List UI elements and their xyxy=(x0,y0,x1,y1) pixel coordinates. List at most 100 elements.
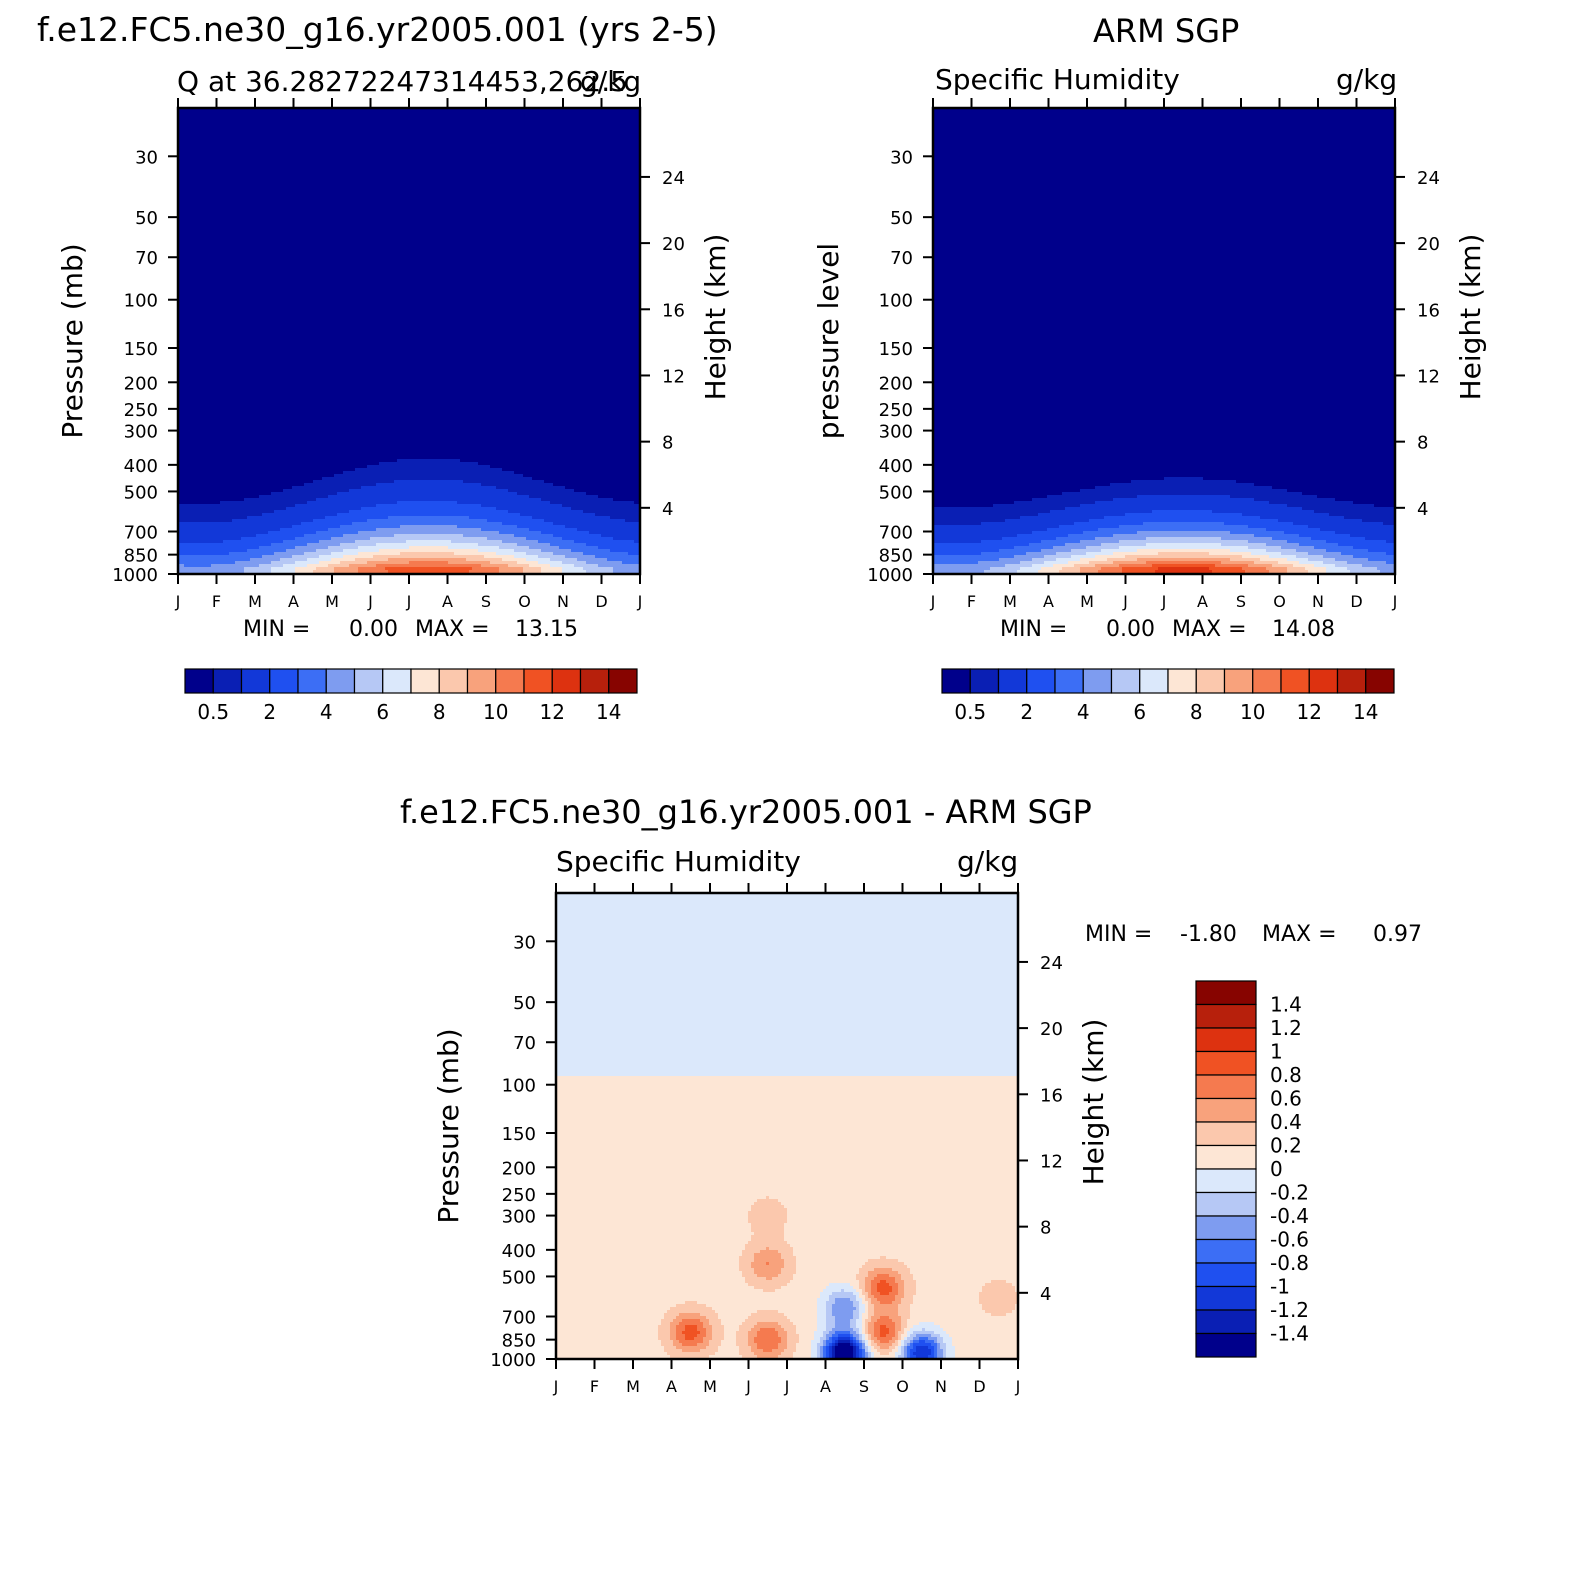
colorbar-tick-label: -0.6 xyxy=(1270,1228,1309,1252)
x-tick-label: N xyxy=(557,592,569,611)
x-tick-label: J xyxy=(1122,592,1128,611)
y-tick-label: 500 xyxy=(879,482,913,503)
y-axis-label: Pressure (mb) xyxy=(56,243,89,438)
max-value: 14.08 xyxy=(1272,617,1335,642)
x-tick-label: M xyxy=(626,1377,640,1396)
x-tick-label: J xyxy=(1161,592,1167,611)
colorbar-tick-label: -1 xyxy=(1270,1275,1290,1299)
colorbar-tick-label: 2 xyxy=(1020,700,1033,724)
x-tick-label: J xyxy=(930,592,936,611)
colorbars: 0.5 2 4 6 8 10 12 14 0.5 2 4 6 8 10 12 141.41.210.80.60… xyxy=(184,668,1395,1358)
y-right-tick-label: 20 xyxy=(1040,1019,1063,1040)
colorbar-tick-label: 4 xyxy=(1077,700,1090,724)
x-tick-label: N xyxy=(1312,592,1324,611)
max-label: MAX = xyxy=(1262,922,1337,947)
panel-title: f.e12.FC5.ne30_g16.yr2005.001 (yrs 2-5) xyxy=(37,10,718,49)
x-tick-label: J xyxy=(745,1377,751,1396)
y-tick-label: 200 xyxy=(502,1158,536,1179)
y-tick-label: 30 xyxy=(135,147,158,168)
y-axis-label: pressure level xyxy=(812,243,845,439)
y-tick-label: 30 xyxy=(513,932,536,953)
y-right-tick-label: 24 xyxy=(1040,953,1063,974)
y-right-tick-label: 8 xyxy=(662,433,673,454)
y-tick-label: 850 xyxy=(502,1331,536,1352)
y-right-tick-label: 4 xyxy=(1040,1284,1051,1305)
panel-units-label: g/kg xyxy=(957,845,1019,878)
x-tick-label: J xyxy=(784,1377,790,1396)
y-tick-label: 700 xyxy=(124,523,158,544)
x-tick-label: M xyxy=(325,592,339,611)
y-tick-label: 400 xyxy=(124,456,158,477)
y-tick-label: 250 xyxy=(124,400,158,421)
colorbar-tick-label: 8 xyxy=(1190,700,1203,724)
x-tick-label: J xyxy=(1015,1377,1021,1396)
colorbar-tick-label: 14 xyxy=(1353,700,1378,724)
colorbar-2: 1.41.210.80.60.40.20-0.2-0.4-0.6-0.8-1-1… xyxy=(1195,980,1309,1358)
x-tick-label: J xyxy=(367,592,373,611)
x-tick-label: A xyxy=(1043,592,1054,611)
y-tick-label: 1000 xyxy=(490,1350,536,1371)
y-tick-label: 300 xyxy=(124,422,158,443)
y-tick-label: 150 xyxy=(879,339,913,360)
min-label: MIN = xyxy=(1000,617,1068,642)
colorbar-tick-label: 4 xyxy=(320,700,333,724)
y-tick-label: 150 xyxy=(502,1124,536,1145)
y-tick-label: 250 xyxy=(879,400,913,421)
x-tick-label: J xyxy=(637,592,643,611)
y-tick-label: 500 xyxy=(502,1267,536,1288)
colorbar-tick-label: 1 xyxy=(1270,1040,1283,1064)
colorbar-tick-label: 6 xyxy=(376,700,389,724)
y-tick-label: 400 xyxy=(879,456,913,477)
y-right-tick-label: 24 xyxy=(662,168,685,189)
colorbar-tick-label: 10 xyxy=(1240,700,1265,724)
x-tick-label: A xyxy=(666,1377,677,1396)
x-tick-label: D xyxy=(595,592,607,611)
max-label: MAX = xyxy=(1172,617,1247,642)
x-tick-label: A xyxy=(288,592,299,611)
x-tick-label: N xyxy=(935,1377,947,1396)
y-tick-label: 200 xyxy=(124,373,158,394)
colorbar-tick-label: 0.2 xyxy=(1270,1134,1302,1158)
x-tick-label: F xyxy=(590,1377,599,1396)
x-tick-label: S xyxy=(1236,592,1246,611)
x-tick-label: M xyxy=(1003,592,1017,611)
y-tick-label: 850 xyxy=(879,546,913,567)
y-right-tick-label: 8 xyxy=(1040,1218,1051,1239)
colorbar-tick-label: 0 xyxy=(1270,1157,1283,1181)
min-label: MIN = xyxy=(243,617,311,642)
y-tick-label: 100 xyxy=(502,1076,536,1097)
y-tick-label: 100 xyxy=(124,291,158,312)
y-tick-label: 30 xyxy=(890,147,913,168)
colorbar-tick-label: -1.4 xyxy=(1270,1322,1309,1346)
x-tick-label: J xyxy=(1392,592,1398,611)
x-tick-label: S xyxy=(859,1377,869,1396)
axes-layer: J F M A M J J A S O N D J305070100150200250300400500… xyxy=(56,98,1487,1396)
y-tick-label: 70 xyxy=(890,248,913,269)
y-tick-label: 1000 xyxy=(112,565,158,586)
colorbar-tick-label: 12 xyxy=(540,700,565,724)
x-tick-label: O xyxy=(518,592,531,611)
colorbar-tick-label: 14 xyxy=(596,700,621,724)
contour-field-0 xyxy=(178,108,640,574)
max-value: 13.15 xyxy=(515,617,578,642)
y-tick-label: 250 xyxy=(502,1185,536,1206)
y-right-axis-label: Height (km) xyxy=(699,234,732,401)
max-value: 0.97 xyxy=(1373,922,1422,947)
colorbar-tick-label: 0.5 xyxy=(197,700,229,724)
colorbar-tick-label: 1.2 xyxy=(1270,1016,1302,1040)
panel-title: f.e12.FC5.ne30_g16.yr2005.001 - ARM SGP xyxy=(400,793,1092,831)
x-tick-label: S xyxy=(481,592,491,611)
colorbar-tick-label: 12 xyxy=(1297,700,1322,724)
x-tick-label: A xyxy=(820,1377,831,1396)
min-label: MIN = xyxy=(1085,922,1153,947)
colorbar-tick-label: -0.4 xyxy=(1270,1204,1309,1228)
x-tick-label: D xyxy=(973,1377,985,1396)
contour-field-1 xyxy=(933,108,1395,574)
panel-title: ARM SGP xyxy=(1093,12,1240,50)
colorbar-tick-label: 0.6 xyxy=(1270,1087,1302,1111)
colorbar-tick-label: -1.2 xyxy=(1270,1298,1309,1322)
colorbar-tick-label: -0.8 xyxy=(1270,1251,1309,1275)
x-tick-label: A xyxy=(442,592,453,611)
